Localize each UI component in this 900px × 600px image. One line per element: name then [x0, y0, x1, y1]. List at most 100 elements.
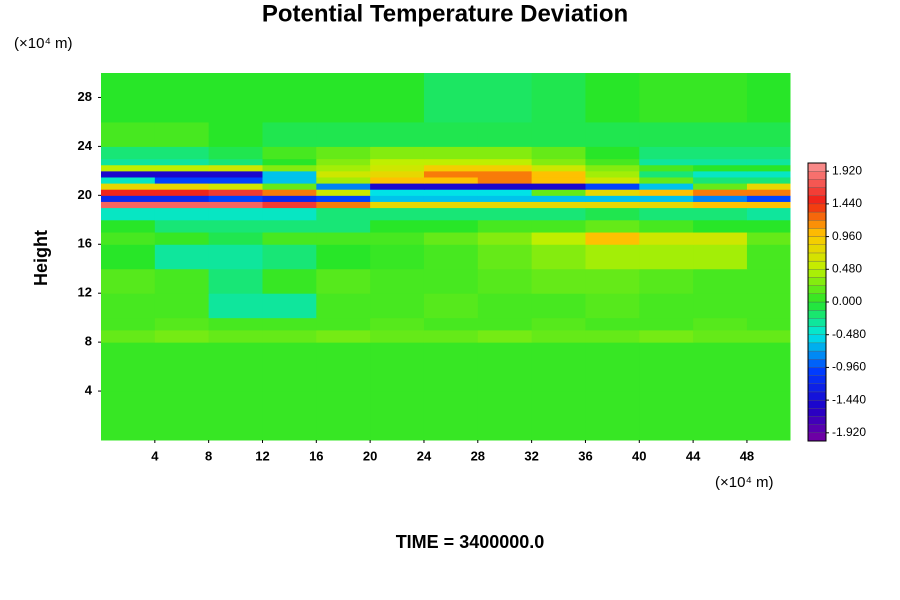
- colorbar-band: [807, 244, 827, 254]
- heat-cell: [585, 342, 640, 392]
- heat-cell: [423, 183, 479, 190]
- heat-cell: [423, 342, 479, 392]
- heat-cell: [101, 73, 156, 123]
- heat-cell: [154, 293, 210, 319]
- heat-cell: [154, 164, 210, 172]
- heat-cell: [370, 195, 425, 202]
- heat-cell: [531, 293, 586, 319]
- heat-cell: [262, 342, 317, 392]
- colorbar-band: [807, 318, 827, 327]
- colorbar-band: [807, 269, 827, 278]
- heat-cell: [477, 121, 533, 147]
- heat-cell: [585, 189, 640, 196]
- colorbar-band: [807, 293, 827, 303]
- colorbar-tick-label: -1.440: [832, 392, 866, 406]
- y-tick-label: 24: [78, 138, 93, 153]
- heat-cell: [208, 391, 263, 441]
- heat-cell: [262, 146, 317, 160]
- heat-cell: [154, 146, 210, 160]
- heat-cell: [746, 183, 791, 190]
- heat-cell: [639, 391, 694, 441]
- heat-cell: [370, 293, 425, 319]
- heat-cell: [477, 391, 533, 441]
- heat-cell: [477, 176, 533, 184]
- heat-cell: [316, 170, 371, 178]
- heat-cell: [262, 121, 317, 147]
- heat-cell: [262, 232, 317, 245]
- heat-cell: [585, 176, 640, 184]
- colorbar-band: [807, 326, 827, 335]
- heat-cell: [423, 268, 479, 294]
- heat-cell: [101, 121, 156, 147]
- colorbar-band: [807, 203, 827, 213]
- x-tick-label: 32: [524, 448, 538, 463]
- heat-cell: [101, 207, 156, 221]
- x-tick-label: 24: [417, 448, 432, 463]
- heat-cell: [208, 219, 263, 233]
- heat-cell: [477, 317, 533, 331]
- x-tick-label: 20: [363, 448, 377, 463]
- heat-cell: [746, 207, 791, 221]
- heat-cell: [423, 164, 479, 172]
- heat-cell: [477, 195, 533, 202]
- heat-cell: [531, 195, 586, 202]
- heat-cell: [370, 183, 425, 190]
- heat-cell: [746, 121, 791, 147]
- heat-cell: [101, 176, 156, 184]
- heat-cell: [639, 317, 694, 331]
- heat-cell: [693, 73, 748, 123]
- heat-cell: [531, 176, 586, 184]
- heat-cell: [316, 219, 371, 233]
- heat-cell: [477, 232, 533, 245]
- heat-cell: [477, 158, 533, 166]
- heat-cell: [370, 317, 425, 331]
- heat-cell: [746, 164, 791, 172]
- colorbar-band: [807, 162, 827, 172]
- heat-cell: [208, 73, 263, 123]
- heat-cell: [370, 201, 425, 209]
- colorbar-band: [807, 285, 827, 294]
- x-tick-label: 4: [151, 448, 159, 463]
- heat-cell: [154, 207, 210, 221]
- heat-cell: [639, 219, 694, 233]
- heat-cell: [208, 201, 263, 209]
- heat-cell: [639, 268, 694, 294]
- y-tick-label: 8: [85, 334, 92, 349]
- heat-cell: [639, 183, 694, 190]
- heat-cell: [531, 329, 586, 343]
- heat-cell: [316, 176, 371, 184]
- heat-cell: [154, 219, 210, 233]
- heat-cell: [693, 391, 748, 441]
- heat-cell: [477, 189, 533, 196]
- heat-cell: [154, 201, 210, 209]
- heat-cell: [262, 219, 317, 233]
- colorbar-band: [807, 367, 827, 376]
- heat-cell: [208, 293, 263, 319]
- heat-cell: [585, 207, 640, 221]
- heat-cell: [477, 268, 533, 294]
- heat-cell: [316, 391, 371, 441]
- heat-cell: [585, 293, 640, 319]
- colorbar-band: [807, 383, 827, 393]
- heat-cell: [423, 189, 479, 196]
- heat-cell: [746, 293, 791, 319]
- heat-cell: [370, 164, 425, 172]
- y-tick-label: 4: [85, 383, 93, 398]
- heat-cell: [477, 342, 533, 392]
- heat-cell: [531, 164, 586, 172]
- heat-cell: [101, 244, 156, 270]
- heat-cell: [693, 121, 748, 147]
- heat-cell: [316, 201, 371, 209]
- heat-cell: [477, 329, 533, 343]
- heat-cell: [208, 232, 263, 245]
- x-tick-label: 48: [740, 448, 754, 463]
- heat-cell: [585, 201, 640, 209]
- heat-cell: [746, 170, 791, 178]
- heat-cell: [101, 170, 156, 178]
- heat-cell: [154, 317, 210, 331]
- y-tick-label: 20: [78, 187, 92, 202]
- heat-cell: [531, 219, 586, 233]
- colorbar-band: [807, 375, 827, 384]
- heat-cell: [101, 293, 156, 319]
- heat-cell: [693, 342, 748, 392]
